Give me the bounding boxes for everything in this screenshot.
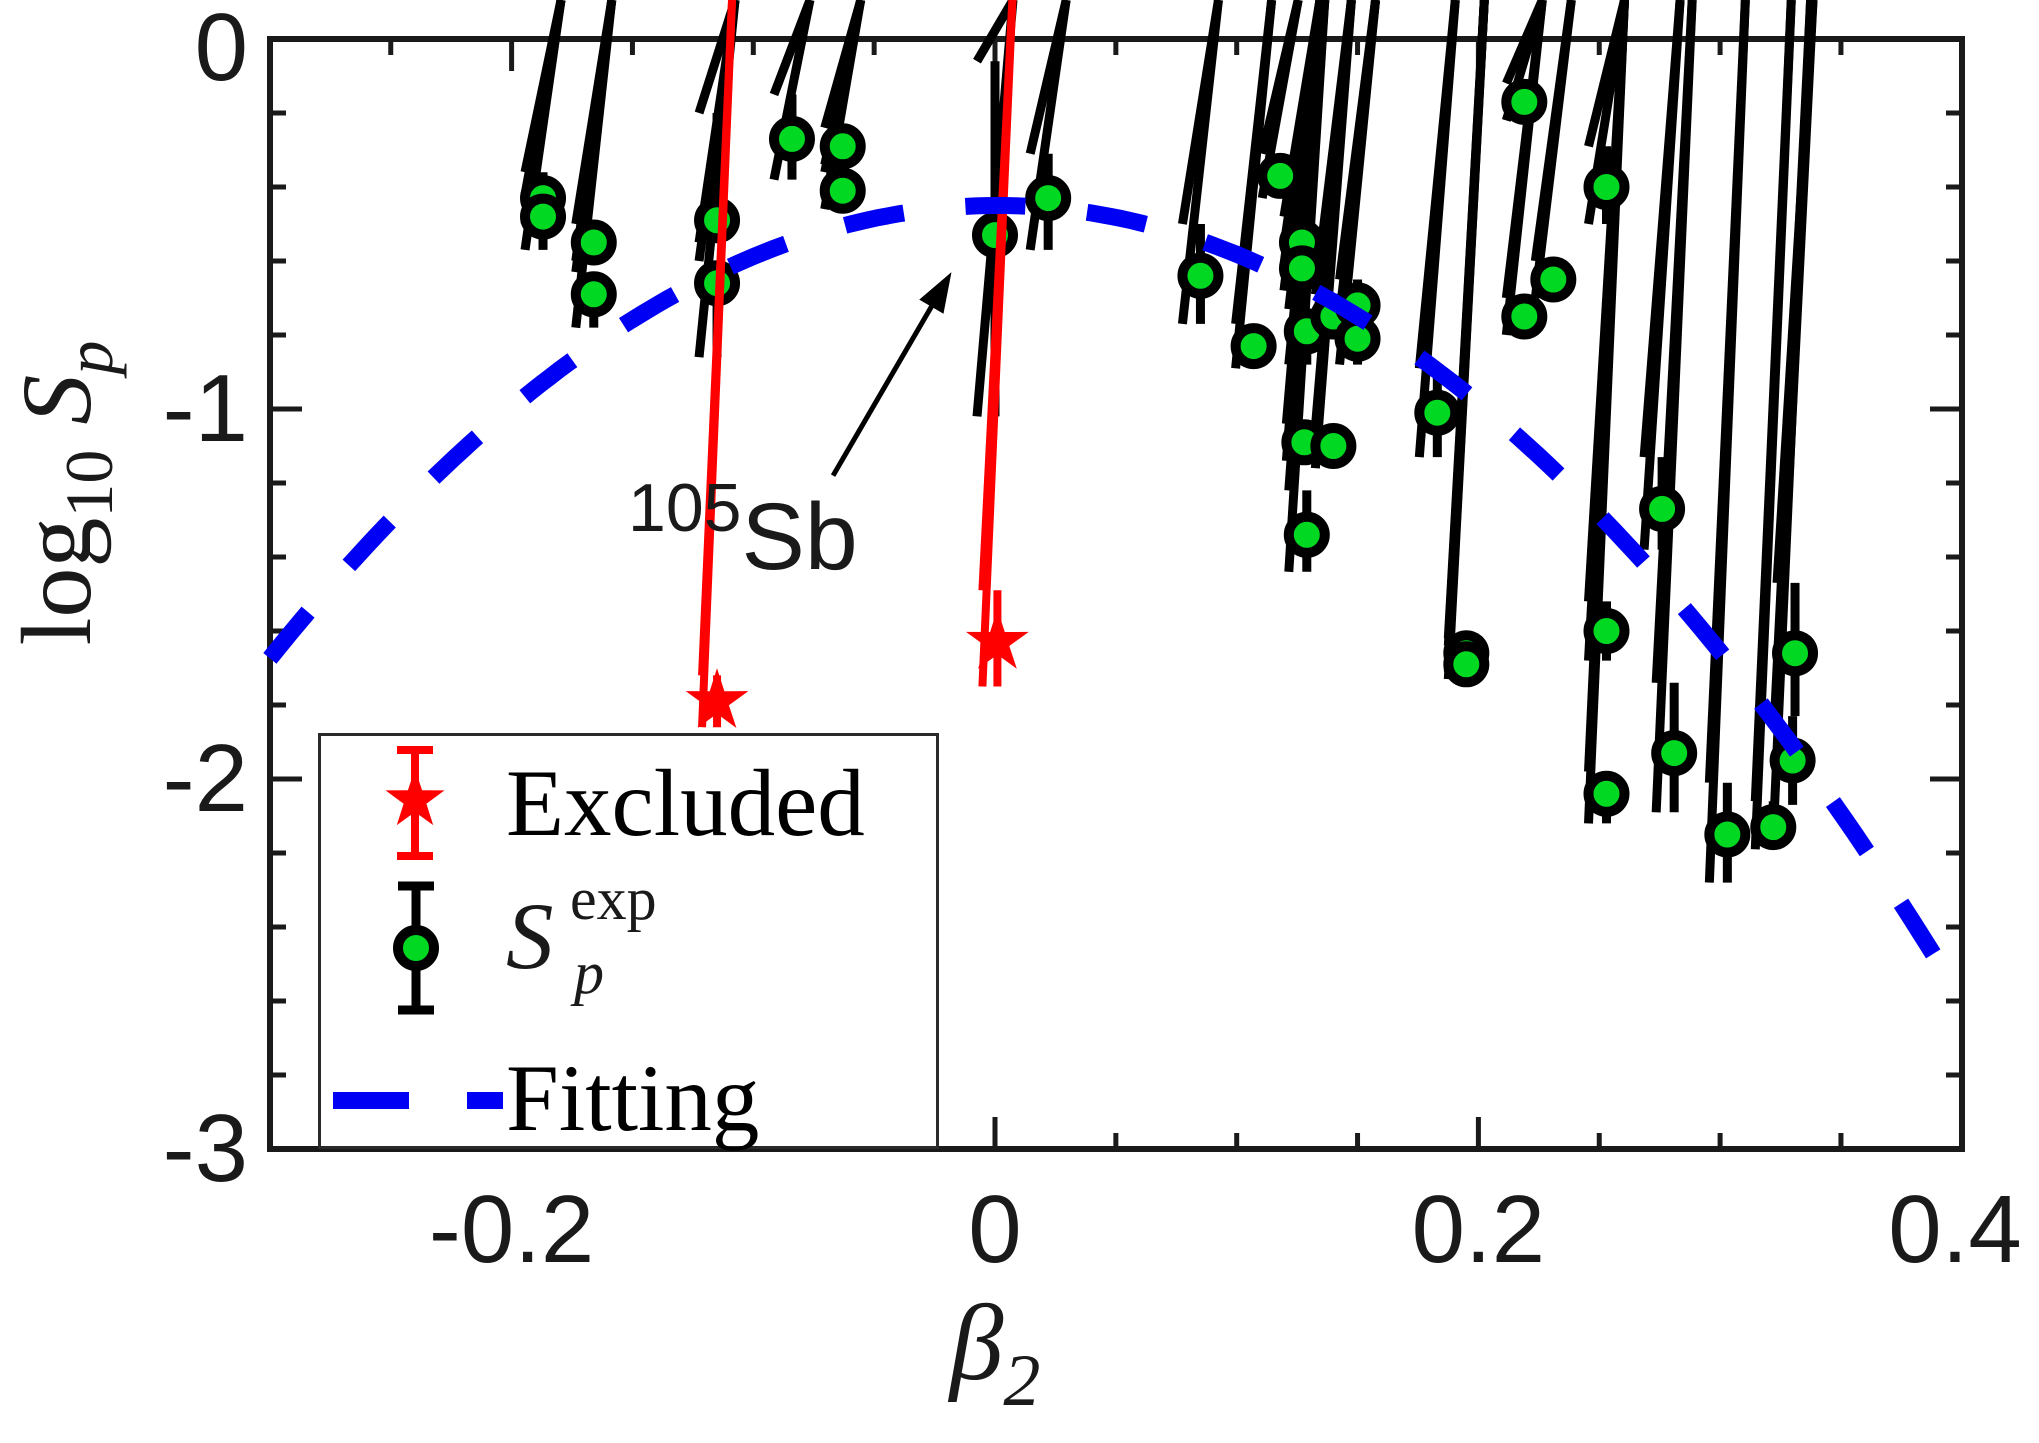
exp-point [1025, 175, 1072, 222]
annotation-arrow-line [830, 293, 941, 477]
excluded-point [966, 609, 1029, 669]
exp-point [819, 167, 866, 214]
leg-marker-star-shape [385, 769, 445, 826]
exp-point [1530, 256, 1577, 303]
exp-point [1651, 730, 1698, 777]
isotope-mass-number: 105 [628, 470, 742, 546]
legend-exp-label: S exp p [506, 866, 657, 1006]
exp-error-bar-cap [1414, 0, 1460, 458]
exp-point [1704, 811, 1751, 858]
exp-point [1501, 293, 1548, 340]
exp-point [1583, 164, 1630, 210]
exp-error-bar-cap [1231, 0, 1277, 369]
exp-point [520, 193, 567, 240]
y-tick-label: -2 [162, 725, 248, 832]
exp-point [570, 271, 617, 318]
exp-error-bar-cap [1443, 0, 1489, 680]
excluded-error-bar-cap [978, 0, 1017, 687]
x-tick-label: 0.4 [1888, 1176, 2022, 1283]
exp-point [1177, 252, 1224, 299]
exp-error-bar-cap [1501, 0, 1547, 336]
exp-point [972, 212, 1018, 259]
exp-point [1283, 511, 1330, 558]
exp-point [1772, 630, 1819, 677]
exp-error-bar-cap [973, 0, 1017, 64]
exp-point [1750, 804, 1797, 851]
exp-error-bar-cap [1530, 0, 1576, 299]
exp-point [1230, 323, 1277, 370]
legend-fitting-dash-icon [467, 1092, 503, 1109]
exp-point [1583, 608, 1630, 654]
y-tick-label: -1 [162, 355, 248, 462]
x-tick-label: -0.2 [428, 1176, 595, 1283]
legend-fitting-label: Fitting [506, 1045, 760, 1151]
isotope-symbol: Sb [741, 484, 858, 590]
exp-point [1257, 152, 1304, 199]
excluded-error-bar-cap [698, 0, 737, 728]
legend-excluded-label: Excluded [506, 750, 865, 856]
exp-point [570, 219, 617, 266]
exp-point [819, 123, 866, 170]
y-tick-label: 0 [194, 0, 248, 101]
exp-error-bar-cap [1704, 0, 1750, 883]
y-axis-label: log10 Sp [1, 340, 127, 646]
legend-exp-marker-icon [393, 881, 439, 1015]
exp-point [1583, 770, 1630, 817]
excluded-point [685, 668, 749, 728]
x-tick-label: 0 [968, 1176, 1022, 1283]
isotope-annotation: 105Sb [628, 474, 858, 585]
exp-point [1414, 389, 1461, 436]
exp-point [1278, 245, 1325, 292]
leg-marker-circle-shape [393, 925, 439, 971]
exp-point [768, 115, 815, 162]
annotation-arrow-head [919, 272, 952, 314]
exp-error-bar-cap [571, 0, 617, 329]
exp-point [1639, 485, 1686, 532]
exp-error-bar-cap [1310, 0, 1356, 469]
y-tick-label: -3 [162, 1095, 248, 1202]
exp-error-bar-cap [1584, 0, 1629, 824]
exp-point [1443, 641, 1490, 688]
exp-point [1310, 423, 1357, 469]
exp-point [694, 197, 741, 244]
exp-error-bar-cap [1651, 0, 1697, 813]
exp-error-bar-cap [1639, 0, 1685, 550]
fit-curve [263, 197, 1970, 1005]
legend-excluded-marker-icon [385, 746, 445, 860]
legend-box: Excluded S exp p Fitting [318, 733, 939, 1149]
exp-point [1501, 78, 1548, 125]
legend-fitting-dash-icon [333, 1092, 409, 1109]
x-axis-label: β2 [949, 1284, 1041, 1422]
x-tick-label: 0.2 [1411, 1176, 1546, 1283]
